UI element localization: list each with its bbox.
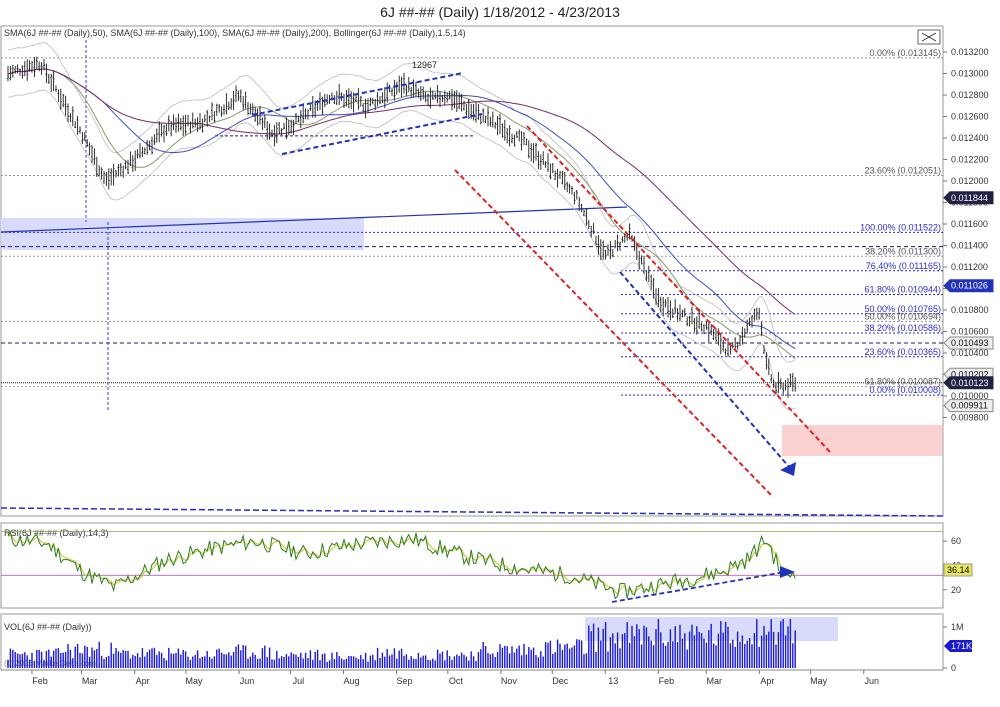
fib-label: 0.00% (0.010008) [869,385,941,395]
volume-bars [7,619,796,668]
rsi-tag-value: 36.14 [947,565,970,575]
time-tick-label: Jun [864,676,879,686]
time-tick-label: Jun [240,676,255,686]
rsi-tick-label: 60 [951,536,961,546]
watermark: (c) 2013 MarketDelta.com [4,659,96,668]
price-tick-label: 0.013200 [951,47,989,57]
rsi-arrow-head [780,566,795,578]
time-tick-label: 13 [608,676,618,686]
arrow-head [780,462,796,476]
rsi-lines [1,530,943,603]
time-tick-label: Feb [659,676,675,686]
fib-label: 38.20% (0.010586) [864,323,941,333]
price-tick-label: 0.010800 [951,305,989,315]
price-tag-label: 0.010493 [951,338,989,348]
time-tick-label: Aug [343,676,359,686]
volume-axis: 1M 0 [943,622,964,673]
trend-channels [251,72,831,498]
time-tick-label: May [810,676,828,686]
price-tick-label: 0.011600 [951,219,988,229]
price-tag-box [943,336,994,350]
price-tick-label: 0.013000 [951,69,989,79]
sma-100-line [7,68,796,350]
fib-label: 23.60% (0.010365) [864,347,941,357]
channel-red-lower [454,169,774,498]
price-tick-label: 0.010000 [951,391,989,401]
channel-red-upper [526,125,831,453]
price-tick-label: 0.011200 [951,262,988,272]
time-axis: Feb Mar Apr May Jun Jul Aug Sep Oct Nov Dec 13 Feb Ma… [1,669,943,686]
time-tick-label: Feb [32,676,48,686]
volume-indicator-label: VOL(6J ##-## (Daily)) [4,622,92,632]
fib-label: 50.00% (0.010765) [864,304,941,314]
resistance-zone-red [782,425,942,456]
rsi-indicator-label: RSI(6J ##-## (Daily),14,3) [4,528,109,538]
price-tick-label: 0.010400 [951,348,989,358]
long-trendline [0,206,628,233]
support-zone-blue [1,218,364,250]
time-tick-label: Dec [552,676,569,686]
time-tick-label: Mar [707,676,723,686]
time-tick-label: Jul [293,676,305,686]
time-tick-label: May [185,676,203,686]
price-tick-label: 0.012000 [951,176,989,186]
price-tick-label: 0.012800 [951,90,989,100]
rsi-tick-label: 20 [951,585,961,595]
time-tick-label: Apr [136,676,150,686]
price-tick-label: 0.010600 [951,327,989,337]
price-indicator-label: SMA(6J ##-## (Daily),50), SMA(6J ##-## (… [4,28,466,38]
fib-label: 61.80% (0.010087) [864,377,941,387]
rsi-tag: 36.14 [943,563,973,577]
channel-blue-down [619,271,791,469]
fib-label: 50.00% (0.010694) [864,311,941,321]
bottom-dashed-line [0,507,944,517]
channel-blue-upper [251,72,464,116]
chart-title: 6J ##-## (Daily) 1/18/2012 - 4/23/2013 [380,4,620,20]
fib-label: 76.40% (0.011165) [866,261,941,271]
time-tick-label: Sep [397,676,413,686]
channel-blue-lower [281,113,483,155]
time-tick-label: Apr [760,676,774,686]
fib-label: 23.60% (0.012051) [864,166,941,176]
time-tick-label: Oct [449,676,464,686]
fib-label: 38.20% (0.011300) [865,246,941,256]
price-tag-label: 0.009911 [951,401,988,411]
price-tag-label: 0.010202 [951,369,989,379]
fib-label: 0.00% (0.013145) [869,48,941,58]
price-tick-label: 0.012600 [951,112,989,122]
sma-200-line [7,68,796,315]
price-tag-label: 0.011844 [951,193,988,203]
rsi-divergence-line [611,571,786,603]
volume-tick-label: 0 [951,663,956,673]
price-tag-label: 0.011026 [951,281,988,291]
price-tick-label: 0.011400 [951,241,988,251]
time-tick-label: Nov [501,676,518,686]
fib-label: 61.80% (0.010944) [864,285,941,295]
volume-tag: 171K [944,640,972,652]
high-annotation: 12967 [412,60,437,70]
fib-label: 100.00% (0.011522) [860,222,941,232]
price-tick-label: 0.012200 [951,155,989,165]
time-tick-label: Mar [82,676,98,686]
volume-tag-value: 171K [951,641,972,651]
price-tick-label: 0.012400 [951,133,989,143]
volume-tick-label: 1M [951,622,964,632]
bollinger-lower [7,89,796,410]
rsi-line [7,530,796,600]
panel-close-icon[interactable] [917,29,941,45]
price-tags: 0.011844 0.011026 0.010493 0.0102020.010123… [943,191,994,413]
price-tag-label: 0.010123 [951,378,989,388]
price-tick-label: 0.009800 [951,413,989,423]
price-tag-box [943,376,994,390]
price-tag-box [943,399,994,413]
price-tag-box [943,279,994,293]
price-tag-box [943,191,994,205]
fibonacci-levels: 0.00% (0.013145) 23.60% (0.012051) 100.00%… [860,48,941,395]
price-bars [7,56,797,398]
